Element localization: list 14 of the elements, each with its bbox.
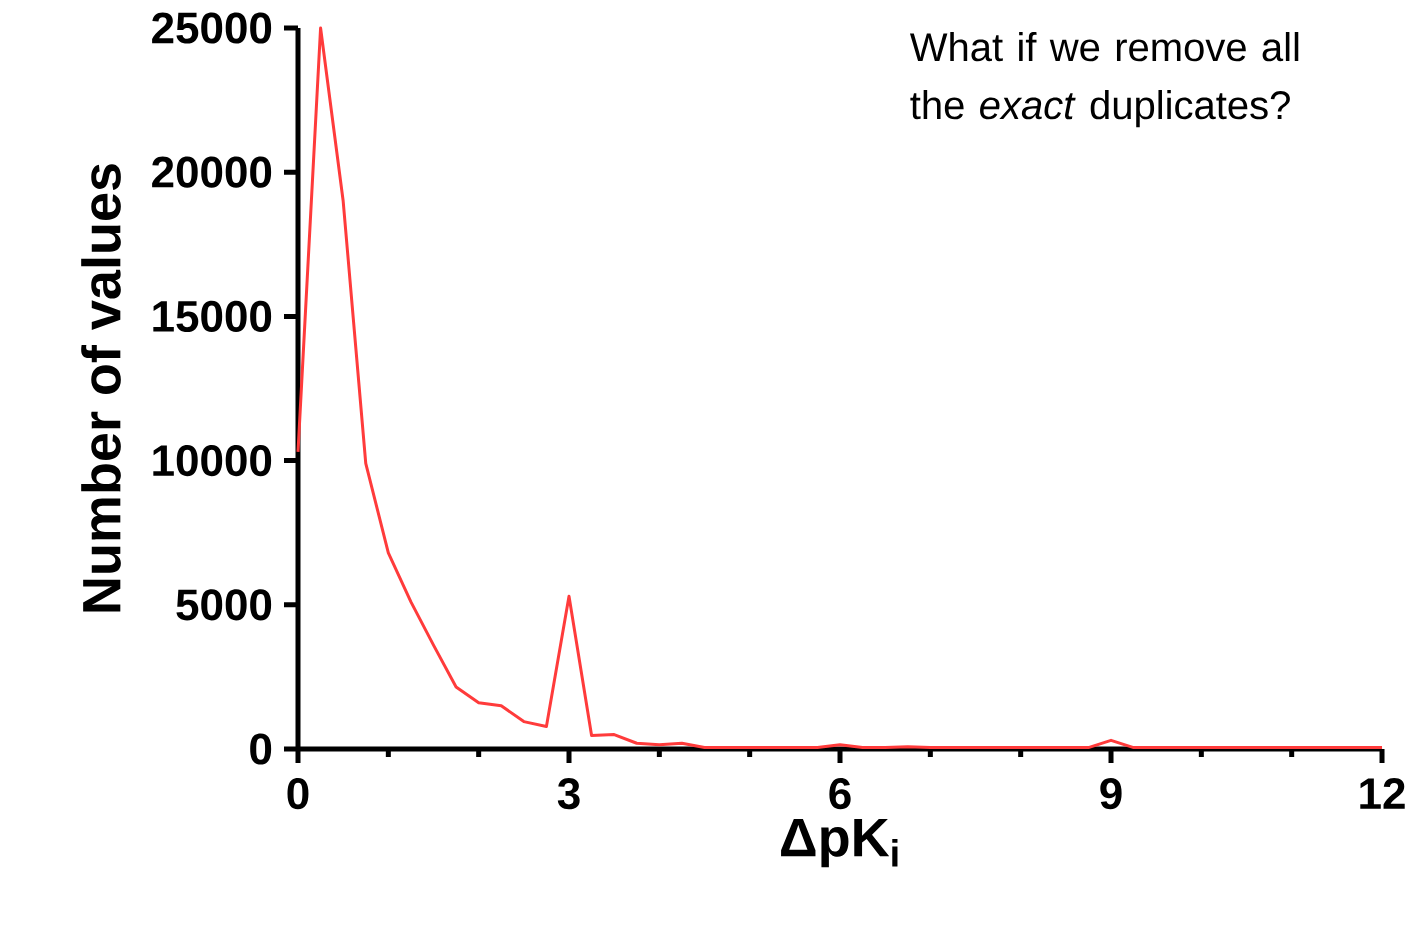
x-axis-title: ΔpK$_{i}$: [781, 818, 898, 868]
y-tick-label: 5000: [176, 589, 272, 621]
x-tick-label: 9: [1100, 778, 1122, 810]
y-axis-title: Number of values: [81, 164, 121, 612]
annotation: What if we remove all the exact duplicates?: [909, 32, 1299, 128]
y-tick-label: 10000: [153, 445, 272, 477]
y-tick-label: 25000: [152, 12, 272, 44]
x-tick-label: 6: [829, 778, 851, 810]
y-tick-label: 20000: [152, 156, 272, 188]
x-tick-label: 0: [287, 778, 309, 810]
y-tick-label: 0: [250, 733, 272, 765]
y-tick-label: 15000: [153, 300, 272, 332]
x-tick-label: 3: [557, 778, 580, 810]
x-tick-label: 12: [1360, 778, 1405, 809]
